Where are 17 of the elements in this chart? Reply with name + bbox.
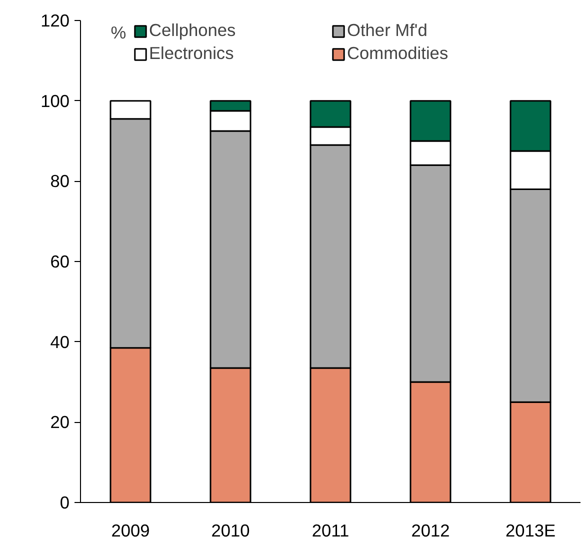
y-tick-label: 100 bbox=[40, 90, 70, 111]
y-tick-label: 20 bbox=[50, 412, 70, 432]
y-tick-label: 40 bbox=[50, 332, 70, 352]
x-tick-label: 2011 bbox=[312, 520, 350, 540]
y-tick-label: 80 bbox=[50, 171, 70, 192]
x-tick-label: 2013E bbox=[505, 520, 556, 540]
y-tick-label: 0 bbox=[60, 492, 70, 512]
y-tick-label: 120 bbox=[40, 10, 70, 30]
legend-label: Other Mf'd bbox=[347, 20, 428, 41]
x-tick-label: 2010 bbox=[211, 520, 250, 540]
legend-label: Cellphones bbox=[149, 20, 237, 41]
x-tick-label: 2009 bbox=[111, 520, 150, 540]
y-axis-title: % bbox=[110, 22, 126, 42]
x-tick-label: 2012 bbox=[411, 520, 450, 540]
legend-label: Electronics bbox=[149, 43, 235, 64]
y-tick-label: 60 bbox=[50, 252, 70, 272]
legend-label: Commodities bbox=[347, 43, 450, 64]
